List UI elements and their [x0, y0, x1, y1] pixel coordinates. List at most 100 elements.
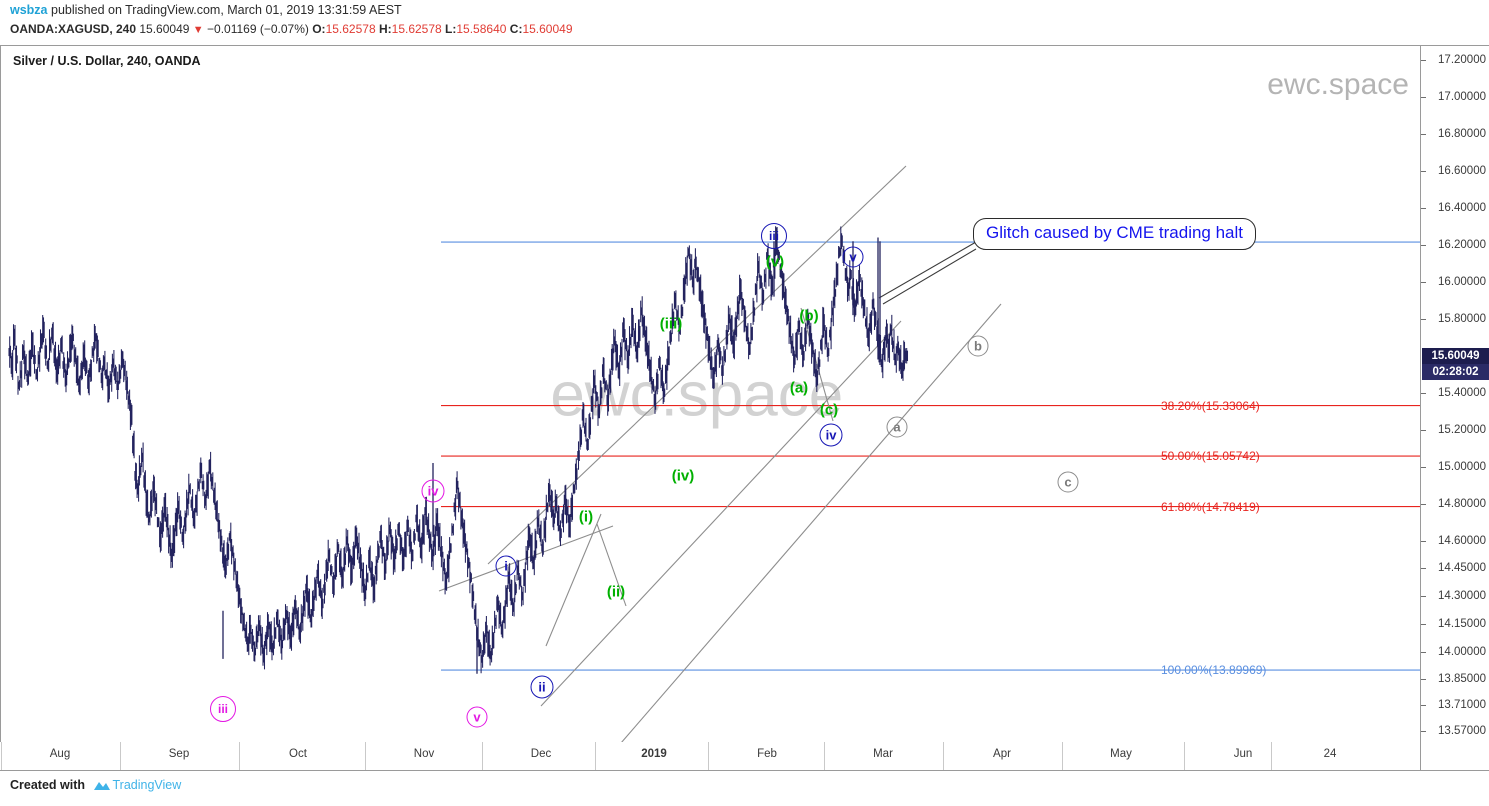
trend-line [540, 320, 902, 707]
price-tick-label: 16.60000 [1438, 164, 1486, 177]
price-tick-label: 15.80000 [1438, 312, 1486, 325]
price-tick-label: 16.80000 [1438, 127, 1486, 140]
tradingview-logo-icon [93, 779, 111, 795]
quote-line: OANDA:XAGUSD, 240 15.60049 ▼ −0.01169 (−… [10, 22, 573, 36]
fib-level-label: 50.00%(15.05742) [1161, 449, 1260, 464]
close-value: 15.60049 [522, 22, 573, 36]
price-bars [8, 226, 909, 674]
wave-label: iii [210, 696, 236, 722]
price-tick-mark [1421, 281, 1426, 283]
wave-label: a [886, 416, 908, 438]
current-price-value: 15.60049 [1431, 349, 1480, 362]
wave-label: iv [819, 423, 843, 447]
footer-credit: Created with TradingView [10, 778, 181, 795]
price-tick-mark [1421, 679, 1426, 681]
time-tick-label: Nov [413, 748, 435, 760]
price-tick-mark [1421, 466, 1426, 468]
price-tick-mark [1421, 244, 1426, 246]
time-tick-separator [1062, 742, 1063, 770]
wave-label: b [967, 335, 989, 357]
wave-label: (ii) [606, 583, 626, 601]
price-tick-label: 17.20000 [1438, 54, 1486, 66]
low-key: L: [445, 22, 457, 36]
fib-level-label: 38.20%(15.33064) [1161, 398, 1260, 413]
time-tick-label: Aug [49, 748, 71, 760]
price-tick-mark [1421, 705, 1426, 707]
time-tick-separator [365, 742, 366, 770]
time-tick-label: Jun [1233, 748, 1253, 760]
price-tick-mark [1421, 207, 1426, 209]
trend-line [596, 523, 627, 607]
price-tick-label: 15.20000 [1438, 423, 1486, 436]
pane-title: Silver / U.S. Dollar, 240, OANDA [13, 54, 201, 68]
price-axis[interactable]: 17.20000 17.00000 16.80000 16.60000 16.40000… [1420, 45, 1489, 744]
time-tick-label: 24 [1323, 748, 1337, 760]
wave-label: iii [761, 223, 787, 249]
time-tick-separator [1184, 742, 1185, 770]
time-tick-label: Mar [873, 748, 893, 760]
fib-level-label: 100.00%(13.89969) [1161, 663, 1267, 678]
high-value: 15.62578 [391, 22, 442, 36]
chart-plot-area[interactable]: Silver / U.S. Dollar, 240, OANDA ewc.spa… [0, 45, 1421, 744]
price-tick-label: 13.85000 [1438, 673, 1486, 686]
time-tick-separator [239, 742, 240, 770]
wave-label: v [842, 246, 864, 268]
bar-countdown-value: 02:28:02 [1432, 365, 1479, 378]
annotation-text: Glitch caused by CME trading halt [986, 223, 1244, 242]
price-tick-label: 14.60000 [1438, 534, 1486, 547]
watermark-top: ewc.space [1267, 68, 1409, 101]
current-price-tag: 15.60049 [1422, 347, 1489, 364]
open-key: O: [312, 22, 326, 36]
price-tick-mark [1421, 540, 1426, 542]
price-tick-label: 14.15000 [1438, 617, 1486, 630]
time-tick-separator [1, 742, 2, 770]
price-tick-label: 16.20000 [1438, 238, 1486, 251]
time-tick-separator [482, 742, 483, 770]
time-tick-label: 2019 [641, 748, 667, 760]
high-key: H: [378, 22, 392, 36]
time-tick-separator [595, 742, 596, 770]
symbol-label[interactable]: OANDA:XAGUSD, 240 [10, 22, 137, 36]
time-tick-label: Feb [757, 748, 777, 760]
price-tick-label: 14.45000 [1438, 562, 1486, 575]
price-tick-mark [1421, 60, 1426, 61]
price-tick-mark [1421, 392, 1426, 394]
price-tick-label: 16.40000 [1438, 201, 1486, 214]
wave-label: (iii) [659, 315, 683, 333]
price-tick-mark [1421, 651, 1426, 653]
trend-line [545, 513, 602, 647]
price-tick-mark [1421, 731, 1426, 732]
open-value: 15.62578 [325, 22, 376, 36]
price-tick-mark [1421, 568, 1426, 570]
time-tick-separator [943, 742, 944, 770]
price-tick-label: 15.40000 [1438, 386, 1486, 399]
tradingview-brand: TradingView [112, 778, 182, 792]
last-price: 15.60049 [139, 22, 190, 36]
price-tick-label: 14.30000 [1438, 590, 1486, 603]
price-tick-label: 16.00000 [1438, 275, 1486, 288]
price-change: −0.01169 (−0.07%) [207, 22, 309, 36]
created-with-label: Created with [10, 778, 86, 792]
time-axis-corner [1420, 742, 1489, 770]
price-tick-label: 14.80000 [1438, 497, 1486, 510]
time-tick-label: Sep [168, 748, 190, 760]
price-tick-label: 17.00000 [1438, 90, 1486, 103]
annotation-callout[interactable]: Glitch caused by CME trading halt [973, 218, 1257, 250]
wave-label: (c) [819, 401, 839, 419]
time-tick-label: Apr [993, 748, 1011, 760]
low-value: 15.58640 [456, 22, 507, 36]
trend-line [487, 165, 907, 565]
time-axis[interactable]: Aug Sep Oct Nov Dec 2019 Feb Mar Apr May Jun 24 [0, 742, 1489, 771]
chart-header: wsbza published on TradingView.com, Marc… [0, 0, 1489, 45]
trend-line [620, 303, 1002, 743]
price-tick-mark [1421, 503, 1426, 505]
price-tick-mark [1421, 318, 1426, 320]
price-tick-label: 13.71000 [1438, 699, 1486, 712]
publish-line: wsbza published on TradingView.com, Marc… [10, 3, 402, 17]
wave-label: ii [530, 675, 554, 699]
price-tick-mark [1421, 596, 1426, 598]
price-tick-label: 13.57000 [1438, 725, 1486, 737]
author-name[interactable]: wsbza [10, 3, 48, 17]
fib-level-label: 61.80%(14.78419) [1161, 499, 1260, 514]
